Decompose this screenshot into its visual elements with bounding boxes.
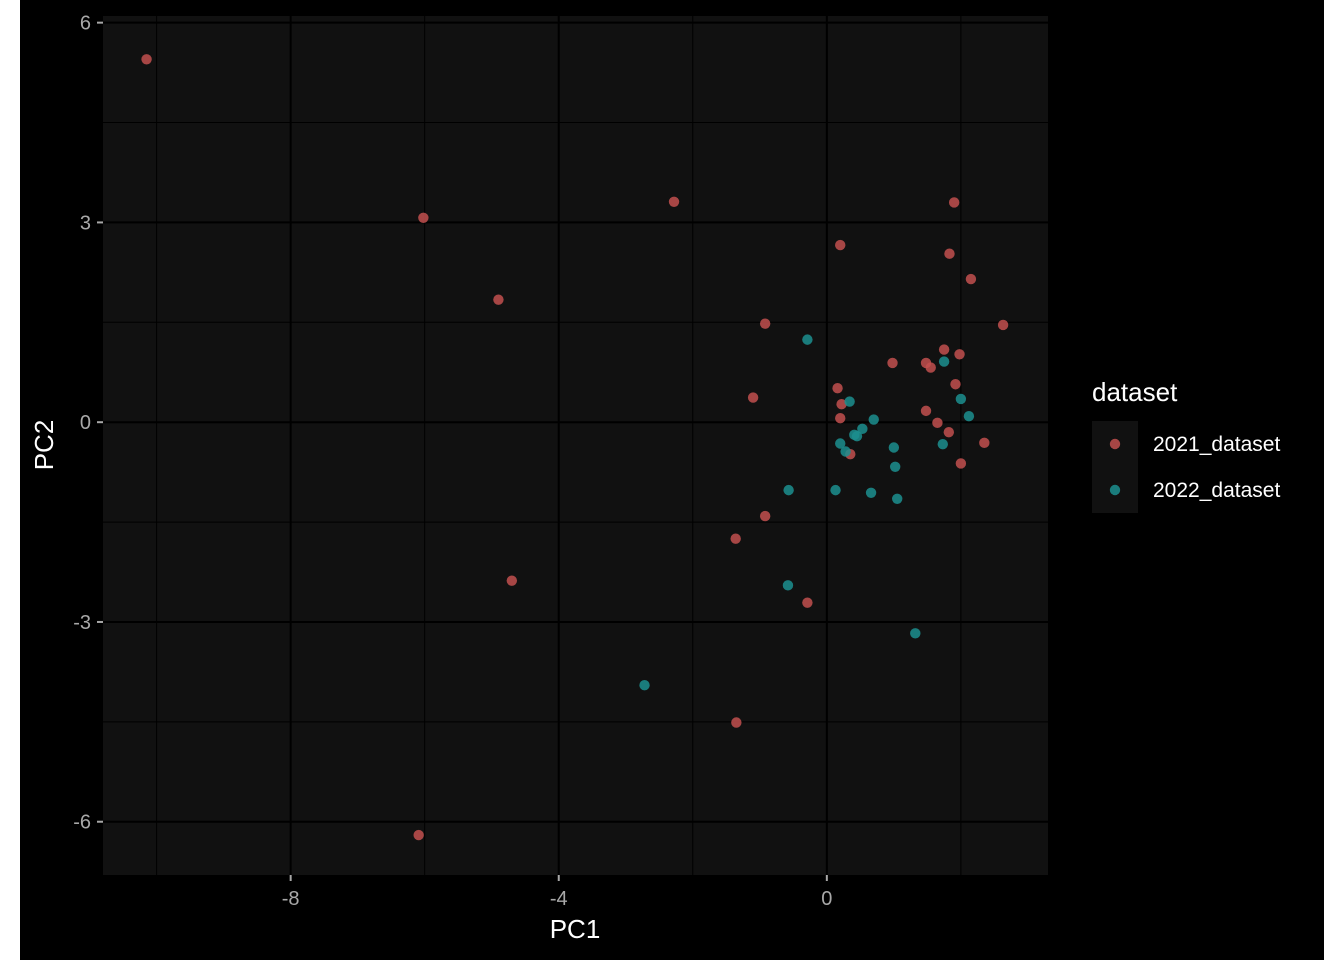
data-point [943, 426, 955, 438]
data-point [868, 414, 879, 425]
data-point [802, 597, 813, 608]
data-point [963, 411, 975, 422]
x-axis: -8 -4 0 [282, 875, 832, 910]
data-point [747, 392, 759, 403]
y-tick-label: -3 [73, 612, 91, 634]
series-2021_dataset [141, 54, 1009, 841]
minor-gridlines [103, 16, 1048, 923]
data-point [888, 442, 900, 453]
data-point [965, 273, 977, 285]
data-point [910, 628, 921, 639]
data-point [932, 417, 943, 429]
legend-key-point [1109, 438, 1121, 450]
data-point [413, 829, 424, 841]
data-point [887, 357, 898, 369]
data-point [835, 412, 846, 424]
data-point [938, 356, 950, 367]
y-tick-label: 6 [80, 13, 91, 35]
data-point [783, 484, 794, 496]
data-point [857, 423, 868, 435]
legend-item: 2022_dataset [1092, 467, 1280, 513]
y-tick-label: -6 [73, 812, 91, 834]
data-point [944, 248, 955, 259]
data-point [938, 344, 950, 355]
series-2022_dataset [639, 334, 975, 691]
data-point [920, 405, 932, 417]
data-point [731, 717, 742, 728]
data-point [835, 438, 846, 449]
legend-item: 2021_dataset [1092, 421, 1280, 467]
data-point [802, 334, 813, 345]
data-point [851, 430, 863, 442]
legend-title: dataset [1092, 377, 1178, 407]
legend-label: 2022_dataset [1153, 479, 1280, 502]
y-axis-title: PC2 [29, 420, 59, 471]
data-point [889, 461, 901, 473]
data-point [948, 197, 960, 208]
data-point [954, 349, 965, 360]
data-point [840, 446, 851, 457]
left-margin-strip [0, 0, 20, 960]
data-point [668, 196, 680, 207]
data-point [639, 680, 650, 691]
legend-key-point [1109, 484, 1121, 496]
y-tick-label: 3 [80, 212, 91, 234]
data-point [955, 393, 967, 405]
major-gridlines [103, 16, 1048, 875]
data-point [730, 533, 741, 544]
data-point [782, 580, 794, 591]
y-axis: 6 3 0 -3 -6 [73, 13, 103, 834]
right-margin-strip [1324, 0, 1344, 960]
data-points [141, 54, 1009, 841]
data-point [844, 396, 855, 407]
data-point [865, 487, 877, 498]
y-tick-label: 0 [80, 412, 91, 434]
data-point [835, 239, 846, 251]
legend-label: 2021_dataset [1153, 433, 1280, 456]
data-point [418, 212, 429, 223]
plot-panel [103, 16, 1048, 875]
data-point [892, 493, 903, 504]
x-tick-label: -8 [282, 888, 300, 910]
data-point [141, 54, 152, 65]
data-point [493, 294, 504, 305]
legend: dataset 2021_dataset 2022_dataset [1092, 377, 1280, 513]
data-point [832, 383, 843, 394]
x-tick-label: -4 [550, 888, 568, 910]
data-point [836, 399, 847, 410]
x-tick-label: 0 [821, 888, 832, 910]
data-point [950, 379, 961, 390]
data-point [925, 362, 936, 373]
data-point [955, 458, 967, 469]
data-point [506, 575, 518, 586]
data-point [759, 510, 771, 522]
data-point [979, 437, 990, 449]
data-point [759, 318, 771, 329]
data-point [937, 438, 948, 450]
data-point [997, 319, 1009, 331]
x-axis-title: PC1 [550, 914, 601, 944]
data-point [830, 484, 841, 496]
